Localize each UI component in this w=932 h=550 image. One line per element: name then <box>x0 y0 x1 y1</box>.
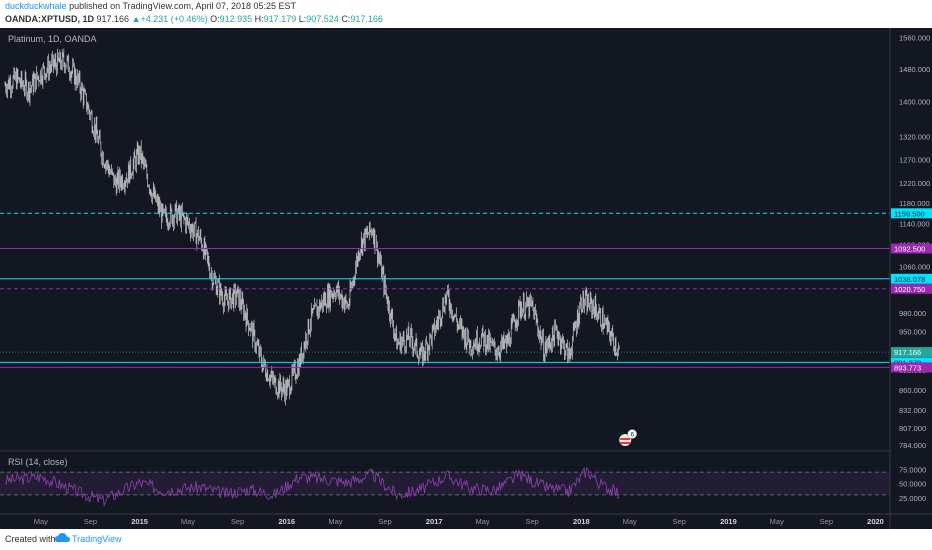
time-axis[interactable]: May Sep 2015 May Sep 2016 May Sep 2017 May Sep 2018… <box>34 517 884 526</box>
price-pane[interactable]: 1560.000 1480.000 1400.000 1320.000 1270.000… <box>0 34 932 450</box>
time-tick-label: May <box>475 517 489 526</box>
rsi-pane[interactable]: 75.0000 50.0000 25.0000 <box>0 465 926 507</box>
price-tick-label: 1270.000 <box>899 155 930 164</box>
time-tick-label: Sep <box>525 517 538 526</box>
close-label: C: <box>341 14 351 24</box>
high-value: 917.179 <box>263 14 297 24</box>
open-label: O: <box>210 14 220 24</box>
time-tick-label: May <box>328 517 342 526</box>
open-value: 912.935 <box>219 14 253 24</box>
level-label-box <box>891 208 932 219</box>
publish-line: duckduckwhale published on TradingView.c… <box>5 1 296 11</box>
price-tick-label: 807.000 <box>899 424 926 433</box>
price-tick-label: 1560.000 <box>899 34 930 43</box>
time-tick-label: 2019 <box>720 517 737 526</box>
rsi-line <box>4 467 620 507</box>
last-price-label: 917.166 <box>894 348 921 357</box>
created-with-label: Created with <box>5 534 56 544</box>
low-label: L: <box>298 14 307 24</box>
symbol-label: OANDA:XPTUSD, 1D <box>5 14 95 24</box>
price-tick-label: 950.000 <box>899 327 926 336</box>
time-tick-label: May <box>34 517 48 526</box>
time-tick-label: Sep <box>378 517 391 526</box>
time-tick-label: 2017 <box>426 517 443 526</box>
price-tick-label: 1140.000 <box>899 219 930 228</box>
price-change: +4.231 (+0.46%) <box>140 14 208 24</box>
last-price: 917.166 <box>96 14 130 24</box>
time-tick-label: Sep <box>231 517 244 526</box>
us-flag-icon <box>620 442 631 444</box>
time-tick-label: May <box>623 517 637 526</box>
time-tick-label: May <box>770 517 784 526</box>
level-label: 1020.750 <box>894 285 925 294</box>
time-tick-label: 2015 <box>131 517 148 526</box>
publish-info: published on TradingView.com, April 07, … <box>69 1 297 11</box>
time-tick-label: May <box>181 517 195 526</box>
price-tick-label: 1180.000 <box>899 199 930 208</box>
price-tick-label: 860.000 <box>899 386 926 395</box>
price-pane-title: Platinum, 1D, OANDA <box>8 34 97 44</box>
event-count-badge <box>627 429 637 439</box>
low-value: 907.524 <box>306 14 339 24</box>
level-label-box <box>891 357 932 368</box>
level-label-box <box>891 283 932 294</box>
level-label: 1092.500 <box>894 245 925 254</box>
level-label-box <box>891 243 932 254</box>
price-tick-label: 1400.000 <box>899 98 930 107</box>
rsi-tick-label: 25.0000 <box>899 494 926 503</box>
footer: Created with TradingView <box>0 529 932 550</box>
level-label: 1038.078 <box>894 275 925 284</box>
level-label-box <box>891 273 932 284</box>
time-tick-label: 2016 <box>278 517 295 526</box>
level-label-box <box>891 362 932 373</box>
high-label: H: <box>254 14 264 24</box>
level-label: 1159.500 <box>894 209 925 218</box>
time-tick-label: Sep <box>84 517 97 526</box>
price-tick-label: 1480.000 <box>899 65 930 74</box>
time-tick-label: 2020 <box>867 517 884 526</box>
price-tick-label: 1220.000 <box>899 179 930 188</box>
tradingview-cloud-icon <box>55 532 70 546</box>
chart-header: duckduckwhale published on TradingView.c… <box>0 0 932 28</box>
last-price-box <box>891 347 932 358</box>
author-link[interactable]: duckduckwhale <box>5 1 67 11</box>
price-tick-label: 1320.000 <box>899 133 930 142</box>
close-value: 917.166 <box>350 14 383 24</box>
time-tick-label: Sep <box>673 517 686 526</box>
time-tick-label: Sep <box>820 517 833 526</box>
price-tick-label: 832.000 <box>899 406 926 415</box>
price-tick-label: 980.000 <box>899 309 926 318</box>
up-triangle-icon: ▲ <box>131 14 141 24</box>
price-tick-label: 784.000 <box>899 441 926 450</box>
event-count-label: 6 <box>631 432 635 439</box>
us-flag-icon <box>620 438 631 440</box>
tradingview-brand[interactable]: TradingView <box>72 534 122 544</box>
rsi-pane-title: RSI (14, close) <box>8 457 68 467</box>
rsi-tick-label: 75.0000 <box>899 465 926 474</box>
rsi-tick-label: 50.0000 <box>899 480 926 489</box>
price-tick-label: 1060.000 <box>899 262 930 271</box>
time-tick-label: 2018 <box>573 517 590 526</box>
level-label: 893.773 <box>894 363 921 372</box>
ohlc-line: OANDA:XPTUSD, 1D 917.166 ▲+4.231 (+0.46%… <box>5 14 383 24</box>
